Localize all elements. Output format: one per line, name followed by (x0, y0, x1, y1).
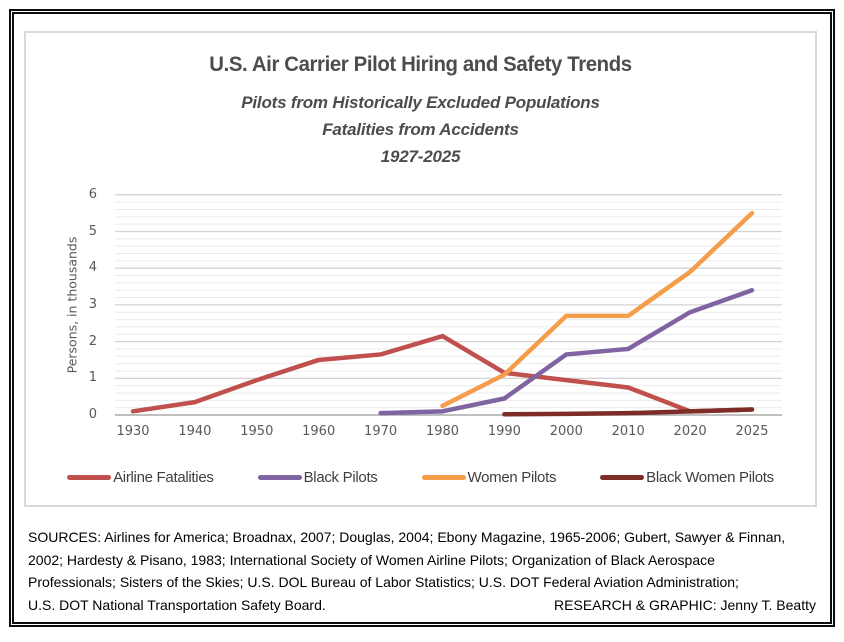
x-tick-label: 2000 (549, 424, 583, 439)
chart-title: U.S. Air Carrier Pilot Hiring and Safety… (209, 53, 632, 76)
legend-swatch-icon (257, 475, 302, 480)
x-tick-label: 2010 (611, 424, 645, 439)
series-line-women-pilots (440, 210, 755, 409)
x-tick-label: 1950 (240, 424, 274, 439)
y-tick-label: 6 (88, 186, 97, 202)
series-line-black-women-pilots (502, 407, 755, 417)
x-tick-label: 1980 (425, 424, 460, 439)
legend-label: Women Pilots (467, 469, 557, 486)
sources-line: SOURCES: Airlines for America; Broadnax,… (28, 529, 786, 545)
series-line-black-pilots (378, 287, 755, 416)
sources-block: SOURCES: Airlines for America; Broadnax,… (28, 526, 816, 616)
sources-line: Professionals; Sisters of the Skies; U.S… (28, 574, 739, 590)
chart-title-block: U.S. Air Carrier Pilot Hiring and Safety… (26, 53, 815, 170)
y-tick-label: 4 (88, 260, 97, 276)
x-tick-label: 1930 (116, 424, 150, 439)
research-credit: RESEARCH & GRAPHIC: Jenny T. Beatty (554, 596, 816, 613)
y-tick-label: 3 (88, 296, 97, 312)
chart-subtitle-fatalities: Fatalities from Accidents (322, 120, 519, 139)
chart-subtitle-populations: Pilots from Historically Excluded Popula… (241, 93, 600, 112)
series-line-airline-fatalities (130, 333, 755, 414)
x-tick-label: 2020 (673, 424, 707, 439)
x-tick-label: 1970 (364, 424, 398, 439)
legend-item-black-women-pilots: Black Women Pilots (600, 469, 774, 486)
legend-item-women-pilots: Women Pilots (421, 469, 557, 486)
sources-last-row: U.S. DOT National Transportation Safety … (28, 594, 816, 617)
y-tick-label: 0 (88, 407, 97, 422)
legend-item-airline-fatalities: Airline Fatalities (67, 469, 214, 486)
x-tick-label: 2025 (735, 424, 769, 439)
x-tick-label: 1990 (487, 424, 521, 439)
legend-label: Black Pilots (303, 469, 378, 486)
page-inner-border: U.S. Air Carrier Pilot Hiring and Safety… (12, 12, 832, 624)
legend-swatch-icon (600, 475, 645, 480)
x-tick-label: 1960 (302, 424, 336, 439)
x-tick-label: 1940 (178, 424, 212, 439)
legend: Airline Fatalities Black Pilots Women Pilo… (26, 469, 815, 486)
y-tick-label: 5 (88, 223, 97, 239)
chart-card: U.S. Air Carrier Pilot Hiring and Safety… (24, 31, 817, 507)
chart-subtitle-years: 1927-2025 (380, 147, 461, 166)
chart-svg (115, 194, 782, 417)
legend-item-black-pilots: Black Pilots (257, 469, 378, 486)
sources-lines: SOURCES: Airlines for America; Broadnax,… (28, 526, 816, 594)
sources-line: 2002; Hardesty & Pisano, 1983; Internati… (28, 551, 715, 568)
y-tick-label: 2 (88, 333, 97, 349)
legend-swatch-icon (421, 475, 466, 480)
legend-label: Black Women Pilots (646, 469, 774, 486)
sources-last-line: U.S. DOT National Transportation Safety … (28, 596, 326, 613)
legend-label: Airline Fatalities (113, 469, 214, 486)
page-outer-border: U.S. Air Carrier Pilot Hiring and Safety… (9, 9, 835, 627)
y-tick-label: 1 (88, 370, 97, 386)
legend-swatch-icon (67, 475, 112, 480)
